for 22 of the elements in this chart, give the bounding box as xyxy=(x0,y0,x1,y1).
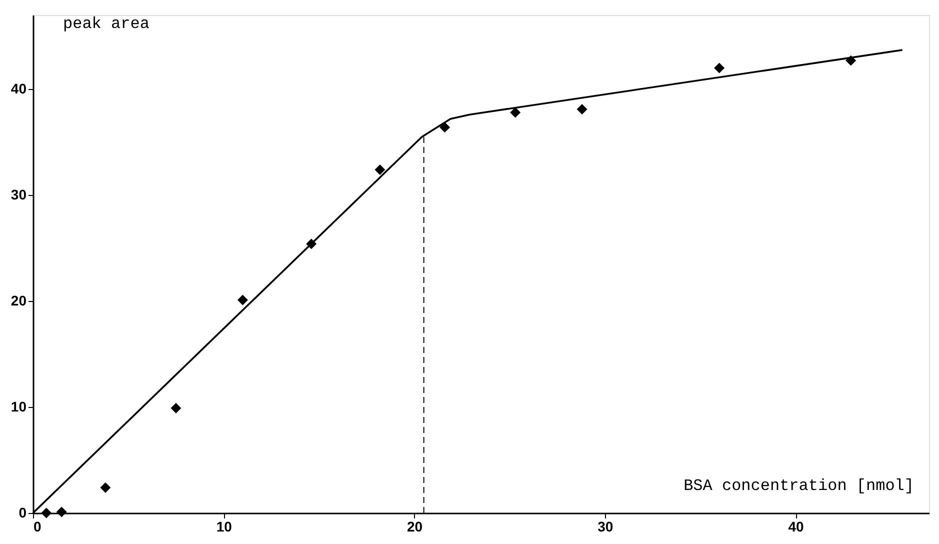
x-tick-label: 40 xyxy=(788,518,804,534)
point xyxy=(56,506,67,518)
y-tick-label: 0 xyxy=(18,504,27,520)
x-tick-label: 30 xyxy=(598,518,614,534)
x-tick-label: 0 xyxy=(34,518,42,534)
point xyxy=(440,122,450,133)
y-tick-label: 10 xyxy=(10,398,27,415)
point xyxy=(510,107,521,118)
point xyxy=(41,508,52,518)
y-tick-label: 30 xyxy=(10,186,27,203)
x-tick-label: 20 xyxy=(406,518,423,534)
point xyxy=(237,294,248,306)
point xyxy=(714,62,725,74)
y-tick-label: 20 xyxy=(10,292,27,309)
point xyxy=(100,482,111,493)
point xyxy=(576,104,588,115)
x-tick-label: 10 xyxy=(216,518,232,534)
y-tick-label: 40 xyxy=(10,80,27,97)
y-axis-title: peak area xyxy=(63,15,150,33)
x-axis-title: BSA concentration [nmol] xyxy=(684,477,914,495)
point xyxy=(374,164,386,175)
point xyxy=(170,402,182,414)
